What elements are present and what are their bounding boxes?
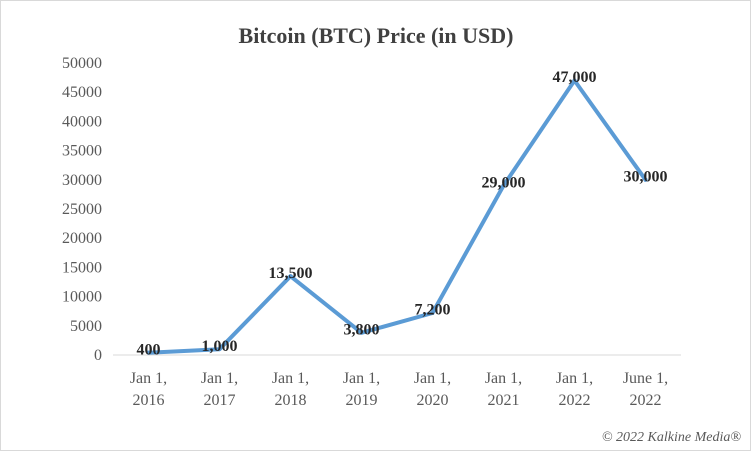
y-axis: 0 5000 10000 15000 20000 25000 30000 35000 40000…	[62, 55, 102, 364]
data-point	[217, 347, 222, 352]
y-tick-label: 10000	[62, 289, 102, 306]
data-label: 7,200	[415, 302, 451, 319]
y-tick-label: 45000	[62, 84, 102, 101]
x-tick-label: Jan 1,	[130, 370, 167, 387]
x-tick-label: Jan 1,	[201, 370, 238, 387]
y-tick-label: 40000	[62, 113, 102, 130]
x-tick-label: June 1,	[623, 370, 668, 387]
copyright-notice: © 2022 Kalkine Media®	[602, 430, 741, 445]
y-tick-label: 15000	[62, 259, 102, 276]
x-tick-label: 2016	[133, 392, 165, 409]
data-label: 3,800	[344, 321, 380, 338]
chart-title: Bitcoin (BTC) Price (in USD)	[239, 23, 514, 48]
data-point	[501, 183, 506, 188]
x-tick-label: Jan 1,	[343, 370, 380, 387]
x-tick-label: 2019	[346, 392, 378, 409]
data-point	[572, 78, 577, 83]
x-tick-label: Jan 1,	[414, 370, 451, 387]
x-tick-label: 2018	[275, 392, 307, 409]
x-tick-label: Jan 1,	[556, 370, 593, 387]
x-tick-label: 2017	[204, 392, 236, 409]
y-tick-label: 30000	[62, 172, 102, 189]
x-tick-label: Jan 1,	[272, 370, 309, 387]
x-tick-label: 2022	[630, 392, 662, 409]
y-tick-label: 20000	[62, 230, 102, 247]
data-point	[643, 177, 648, 182]
series-line	[146, 78, 648, 355]
y-tick-label: 50000	[62, 55, 102, 72]
data-label-layer: 400 1,000 13,500 3,800 7,200 29,000 47,000 30,0…	[137, 69, 668, 358]
data-point	[146, 350, 151, 355]
x-tick-label: 2020	[417, 392, 449, 409]
x-axis: Jan 1, 2016 Jan 1, 2017 Jan 1, 2018 Jan 1, 2019…	[113, 354, 681, 409]
x-tick-label: 2021	[488, 392, 520, 409]
x-tick-label: 2022	[559, 392, 591, 409]
data-point	[430, 310, 435, 315]
y-tick-label: 5000	[70, 318, 102, 335]
data-label: 47,000	[553, 69, 597, 86]
data-label: 400	[137, 341, 161, 358]
y-tick-label: 35000	[62, 143, 102, 160]
data-label: 30,000	[624, 168, 668, 185]
data-label: 29,000	[482, 174, 526, 191]
data-label: 1,000	[202, 338, 238, 355]
y-tick-label: 0	[94, 347, 102, 364]
data-label: 13,500	[269, 265, 313, 282]
series-layer	[146, 78, 648, 355]
data-point	[288, 274, 293, 279]
data-point	[359, 330, 364, 335]
x-tick-label: Jan 1,	[485, 370, 522, 387]
y-tick-label: 25000	[62, 201, 102, 218]
